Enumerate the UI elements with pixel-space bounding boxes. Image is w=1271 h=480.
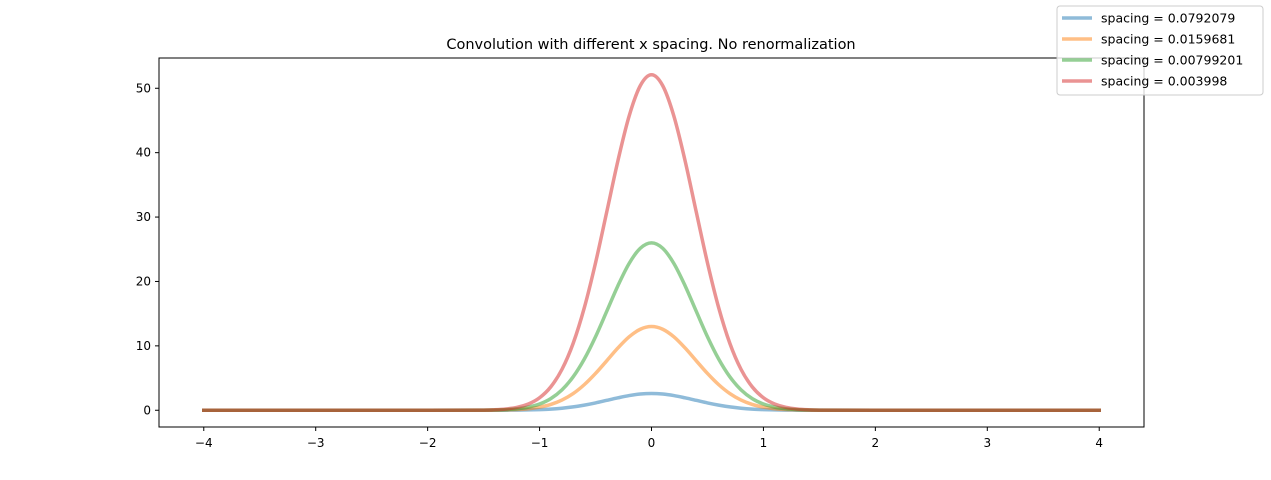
legend-label: spacing = 0.0159681 [1101,32,1235,47]
y-tick-label: 50 [136,81,151,95]
y-tick-label: 0 [143,403,151,417]
x-tick-label: 4 [1095,436,1103,450]
series-line [202,241,1101,413]
x-tick-label: −2 [419,436,437,450]
x-tick-label: −3 [307,436,325,450]
x-tick-label: 3 [983,436,991,450]
series-line [202,72,1101,413]
legend-label: spacing = 0.003998 [1101,74,1227,89]
y-tick-label: 30 [136,210,151,224]
legend-label: spacing = 0.00799201 [1101,53,1243,68]
series-line [202,324,1101,413]
x-axis: −4 −3 −2 −1 0 1 2 3 4 [195,427,1103,450]
series-line [202,391,1101,413]
x-tick-label: −4 [195,436,213,450]
y-tick-label: 40 [136,146,151,160]
legend-frame [1056,5,1264,96]
x-tick-label: 0 [648,436,656,450]
legend: spacing = 0.0792079 spacing = 0.0159681 sp… [1056,5,1264,96]
x-tick-label: 2 [872,436,880,450]
y-tick-label: 10 [136,339,151,353]
y-axis: 0 10 20 30 40 50 [136,81,159,417]
x-tick-label: −1 [531,436,549,450]
plot-lines [202,72,1101,413]
chart-title: Convolution with different x spacing. No… [446,37,855,53]
x-tick-label: 1 [760,436,768,450]
legend-label: spacing = 0.0792079 [1101,11,1235,26]
y-tick-label: 20 [136,274,151,288]
